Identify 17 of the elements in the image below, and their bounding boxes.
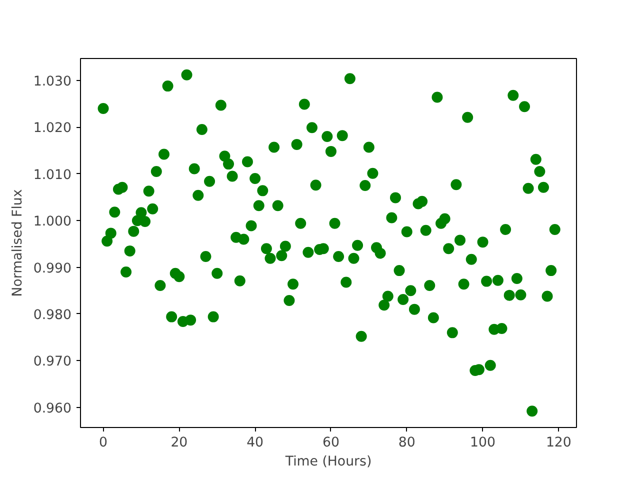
y-axis-title: Normalised Flux	[10, 189, 26, 297]
x-tick-label: 120	[546, 436, 572, 450]
y-tick-label: 1.010	[33, 168, 72, 183]
x-tick-label: 80	[398, 436, 416, 450]
y-tick-label: 0.960	[33, 401, 72, 416]
x-tick-label: 60	[322, 436, 340, 450]
x-tick-label: 20	[170, 436, 188, 450]
x-tick-label: 100	[470, 436, 496, 450]
y-tick-label: 0.970	[33, 354, 72, 370]
y-tick-label: 1.020	[33, 121, 72, 136]
y-tick-label: 0.980	[33, 308, 72, 323]
y-tick-label: 1.000	[33, 214, 72, 230]
y-tick-label: 1.030	[33, 74, 72, 90]
x-tick-label: 0	[99, 436, 108, 450]
x-tick-label: 40	[246, 436, 264, 450]
y-tick-label: 0.990	[33, 261, 72, 276]
x-axis-title: Time (Hours)	[284, 454, 372, 470]
